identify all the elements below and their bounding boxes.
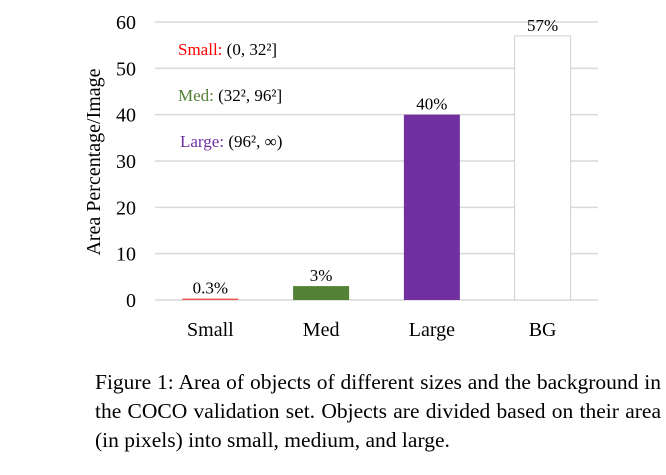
legend-range: (32², 96²] (218, 86, 283, 105)
data-label: 57% (527, 16, 558, 35)
figure-caption: Figure 1: Area of objects of different s… (95, 370, 661, 452)
y-tick-label: 50 (116, 58, 136, 80)
y-tick-label: 10 (116, 244, 136, 266)
data-label: 0.3% (193, 279, 228, 298)
legend-med: Med: (32², 96²] (178, 86, 282, 106)
data-label: 3% (310, 266, 333, 285)
bar-large (403, 114, 460, 301)
bar-med (293, 286, 350, 300)
legend-name: Med: (178, 86, 214, 105)
bar-bg (514, 35, 572, 301)
y-axis-label: Area Percentage/Image (83, 68, 105, 255)
x-tick-label: BG (529, 319, 557, 341)
y-tick-label: 60 (116, 12, 136, 34)
y-tick-label: 30 (116, 151, 136, 173)
legend-large: Large: (96², ∞) (180, 132, 282, 152)
y-tick-label: 40 (116, 105, 136, 127)
legend-name: Large: (180, 132, 225, 151)
data-label: 40% (416, 95, 447, 114)
y-tick-label: 20 (116, 197, 136, 219)
x-tick-label: Med (303, 319, 340, 341)
x-tick-label: Large (409, 319, 455, 341)
legend-name: Small: (178, 40, 223, 59)
legend-small: Small: (0, 32²] (178, 40, 277, 60)
x-tick-label: Small (187, 319, 234, 341)
legend-range: (0, 32²] (226, 40, 278, 59)
legend-range: (96², ∞) (228, 132, 283, 151)
bar-chart: 0 10 20 30 40 50 60 0.3% Small 3% Med 40% Large 57% BG… (83, 12, 598, 341)
y-tick-label: 0 (126, 290, 136, 312)
bar-small (182, 298, 239, 300)
